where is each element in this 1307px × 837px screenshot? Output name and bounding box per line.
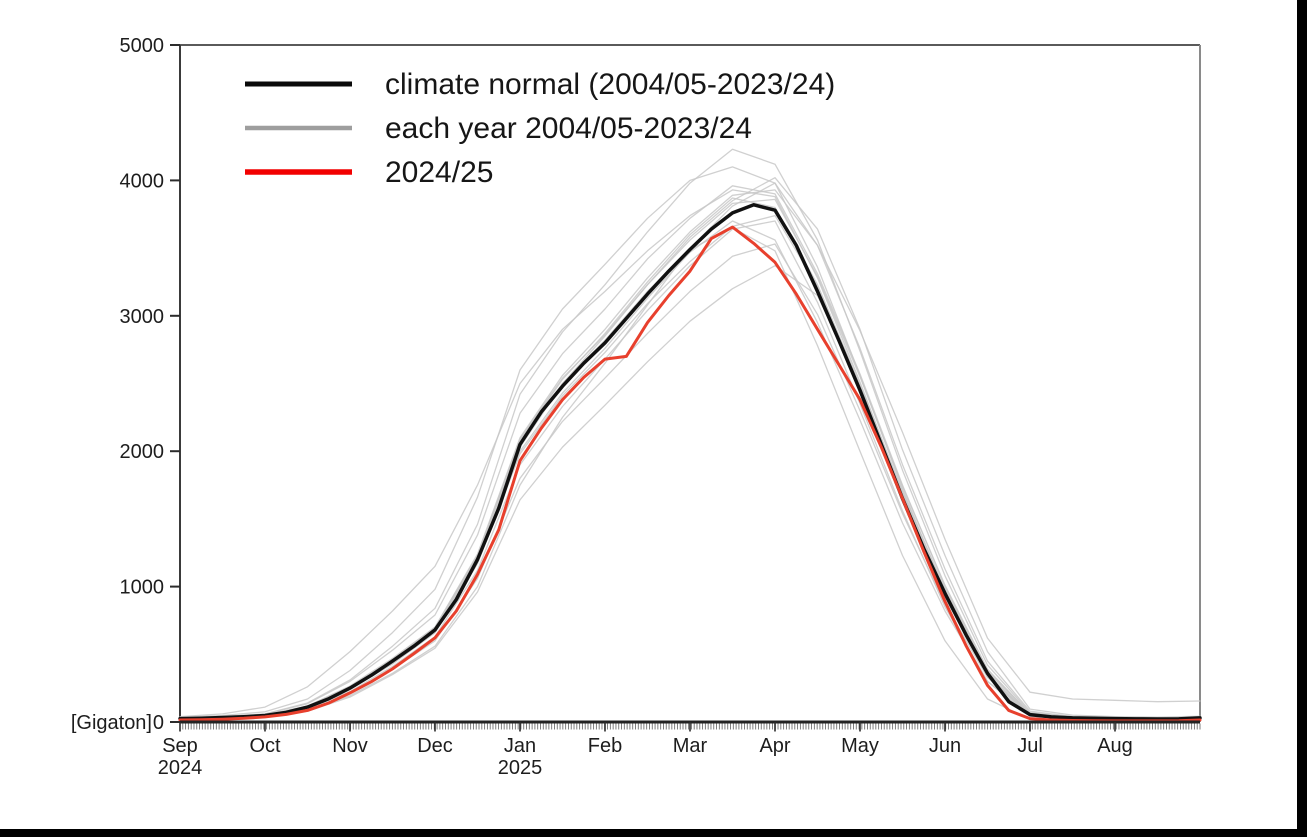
y-tick-label: 5000	[120, 35, 165, 57]
x-tick-label: Dec	[417, 735, 453, 757]
x-tick-label: Feb	[588, 735, 622, 757]
x-tick-label: Apr	[759, 735, 790, 757]
year-line	[179, 220, 1201, 721]
year-line	[179, 243, 1201, 720]
current-season-polyline	[178, 225, 1202, 723]
y-tick-label: 1000	[120, 577, 165, 599]
climate-normal-line	[178, 203, 1202, 721]
year-line	[179, 265, 1201, 721]
x-tick-year-label: 2024	[158, 757, 203, 779]
year-line	[179, 177, 1201, 720]
x-tick-label: Nov	[332, 735, 368, 757]
x-tick-label: May	[841, 735, 879, 757]
x-axis	[179, 720, 1201, 732]
plot-border	[179, 44, 1201, 722]
year-line	[179, 220, 1201, 721]
legend-label-climate-normal: climate normal (2004/05-2023/24)	[385, 68, 835, 101]
x-tick-label: Jul	[1017, 735, 1043, 757]
x-tick-label: Mar	[673, 735, 708, 757]
year-line	[179, 197, 1201, 720]
y-tick-label: 3000	[120, 306, 165, 328]
current-season-line	[178, 225, 1202, 723]
y-axis	[170, 44, 180, 723]
legend: climate normal (2004/05-2023/24) each ye…	[245, 68, 835, 189]
y-tick-label: 4000	[120, 170, 165, 192]
x-tick-label: Aug	[1097, 735, 1133, 757]
climate-normal-polyline	[178, 203, 1202, 721]
year-line	[179, 227, 1201, 722]
year-line	[179, 198, 1201, 720]
legend-label-each-year: each year 2004/05-2023/24	[385, 112, 752, 145]
screen-border-right	[1297, 0, 1307, 837]
x-tick-label: Sep	[162, 735, 198, 757]
legend-label-current-season: 2024/25	[385, 156, 493, 189]
x-tick-label: Jun	[929, 735, 961, 757]
year-line	[179, 182, 1201, 720]
x-tick-label: Oct	[249, 735, 281, 757]
y-unit-label: [Gigaton]	[71, 712, 152, 734]
ensemble-year-lines	[179, 148, 1201, 722]
y-tick-label: 2000	[120, 441, 165, 463]
y-tick-label: 0	[153, 712, 164, 734]
x-tick-label: Jan	[504, 735, 536, 757]
y-axis-labels: 0 1000 2000 3000 4000 5000	[120, 35, 165, 734]
x-tick-year-label: 2025	[498, 757, 543, 779]
screen-border-bottom	[0, 829, 1307, 837]
